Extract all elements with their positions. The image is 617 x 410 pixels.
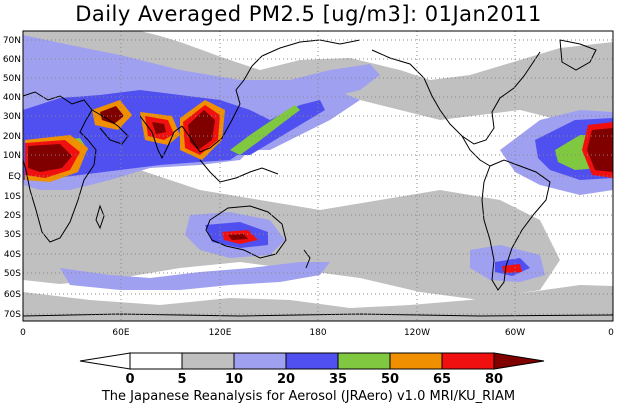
lat-label: 60N	[3, 55, 21, 65]
field-green-band	[230, 105, 300, 155]
lat-label: 10S	[4, 192, 21, 202]
lon-label: 60W	[505, 328, 525, 338]
colorbar-label: 0	[125, 372, 134, 387]
coast-north-asia	[261, 39, 361, 57]
colorbar-swatch	[233, 352, 287, 370]
lon-label: 120W	[404, 328, 430, 338]
field-darkred-africa	[28, 144, 72, 172]
colorbar-label: 50	[381, 372, 399, 387]
colorbar-label: 20	[277, 372, 295, 387]
field-red-samerica	[502, 264, 522, 273]
colorbar-swatch	[337, 352, 391, 370]
coast-nz	[303, 249, 311, 269]
coast-east-asia	[181, 55, 263, 153]
lat-label: 70N	[3, 36, 21, 46]
lat-label: 60S	[4, 290, 21, 300]
coast-europe-africa	[22, 91, 97, 243]
field-darkred-india	[152, 122, 166, 134]
lat-label: 20N	[3, 132, 21, 142]
field-darkred-australia	[228, 234, 248, 240]
field-lightblue-southern	[60, 262, 330, 290]
footer-credit: The Japanese Reanalysis for Aerosol (JRA…	[101, 389, 516, 404]
lat-label: 10N	[3, 151, 21, 161]
colorbar-swatch	[129, 352, 183, 370]
colorbar-label: 80	[485, 372, 503, 387]
plot-frame	[22, 30, 614, 322]
lon-label: 180	[309, 328, 326, 338]
coast-se-asia	[199, 159, 279, 183]
map-title: Daily Averaged PM2.5 [ug/m3]: 01Jan2011	[75, 2, 542, 26]
field-darkred-atlantic	[587, 128, 613, 172]
field-gray-tropics	[23, 150, 560, 300]
colorbar-arrow-low	[79, 352, 131, 370]
colorbar-swatch	[181, 352, 235, 370]
coast-south-america	[481, 159, 551, 291]
colorbar-label: 10	[225, 372, 243, 387]
lat-label: 50N	[3, 74, 21, 84]
colorbar-swatch	[441, 352, 495, 370]
lat-label: 30N	[3, 112, 21, 122]
coast-north-america	[371, 49, 541, 145]
colorbar-swatch	[285, 352, 339, 370]
colorbar-label: 65	[433, 372, 451, 387]
colorbar-arrow-high	[493, 352, 545, 370]
lat-label: 40S	[4, 250, 21, 260]
lon-label: 0	[20, 328, 26, 338]
colorbar-swatch	[389, 352, 443, 370]
coast-greenland	[559, 39, 597, 71]
colorbar-label: 5	[177, 372, 186, 387]
coast-madagascar	[95, 204, 105, 230]
field-gray-south	[23, 285, 613, 321]
lat-label: 30S	[4, 230, 21, 240]
colorbar-label: 35	[329, 372, 347, 387]
lon-label: 120E	[209, 328, 232, 338]
lat-axis: 70N 60N 50N 40N 30N 20N 10N EQ 10S 20S 3…	[3, 36, 21, 320]
lon-label: 60E	[112, 328, 129, 338]
lat-label: EQ	[8, 172, 21, 182]
lat-label: 20S	[4, 211, 21, 221]
field-darkred-china	[188, 110, 215, 150]
coast-india	[139, 115, 183, 160]
lat-label: 40N	[3, 93, 21, 103]
lat-label: 70S	[4, 310, 21, 320]
field-darkred-mideast	[100, 106, 124, 124]
lat-label: 50S	[4, 269, 21, 279]
lon-label: 0	[608, 328, 614, 338]
graticule	[23, 31, 613, 321]
colorbar	[79, 352, 545, 370]
colorbar-labels: 0 5 10 20 35 50 65 80	[125, 372, 503, 387]
lon-axis: 0 60E 120E 180 120W 60W 0	[20, 328, 614, 338]
